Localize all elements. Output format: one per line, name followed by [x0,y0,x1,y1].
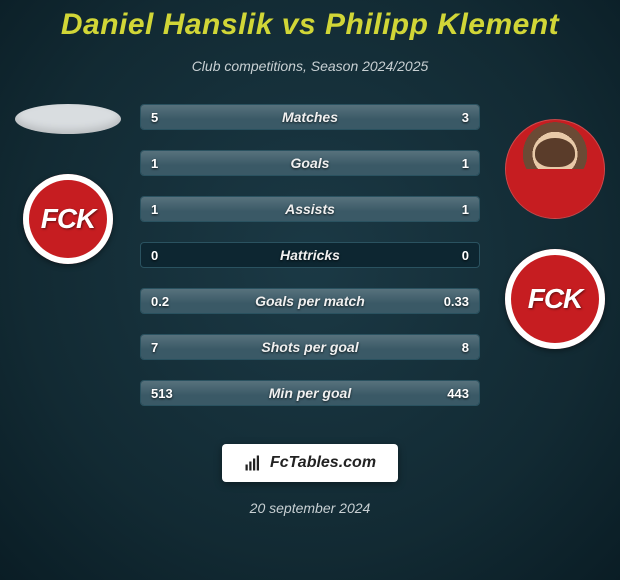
stat-row: 53Matches [140,104,480,130]
stat-row: 0.20.33Goals per match [140,288,480,314]
stat-label: Shots per goal [141,335,479,359]
stat-label: Goals [141,151,479,175]
stat-row: 78Shots per goal [140,334,480,360]
stat-label: Goals per match [141,289,479,313]
club-crest-left: FCK [23,174,113,264]
site-label: FcTables.com [270,454,376,472]
stat-row: 11Goals [140,150,480,176]
stat-label: Matches [141,105,479,129]
footer: FcTables.com 20 september 2024 [0,444,620,516]
stat-row: 00Hattricks [140,242,480,268]
chart-bars-icon [244,454,262,472]
player-right-column: FCK [500,119,610,349]
stat-label: Hattricks [141,243,479,267]
date-text: 20 september 2024 [0,500,620,516]
player-left-silhouette [15,104,121,134]
stat-label: Assists [141,197,479,221]
page-title: Daniel Hanslik vs Philipp Klement [0,0,620,42]
crest-text: FCK [528,283,583,315]
stat-row: 11Assists [140,196,480,222]
crest-text: FCK [41,203,96,235]
stat-row: 513443Min per goal [140,380,480,406]
comparison-area: FCK 53Matches 11Goals 11Assists 00Hattricks… [0,104,620,434]
stat-label: Min per goal [141,381,479,405]
crest-circle: FCK [505,249,605,349]
page-subtitle: Club competitions, Season 2024/2025 [0,58,620,74]
player-left-column: FCK [8,104,128,264]
club-crest-right: FCK [505,249,605,349]
crest-circle: FCK [23,174,113,264]
player-right-photo [505,119,605,219]
stats-rows: 53Matches 11Goals 11Assists 00Hattricks 0.20… [140,104,480,426]
site-badge[interactable]: FcTables.com [222,444,398,482]
